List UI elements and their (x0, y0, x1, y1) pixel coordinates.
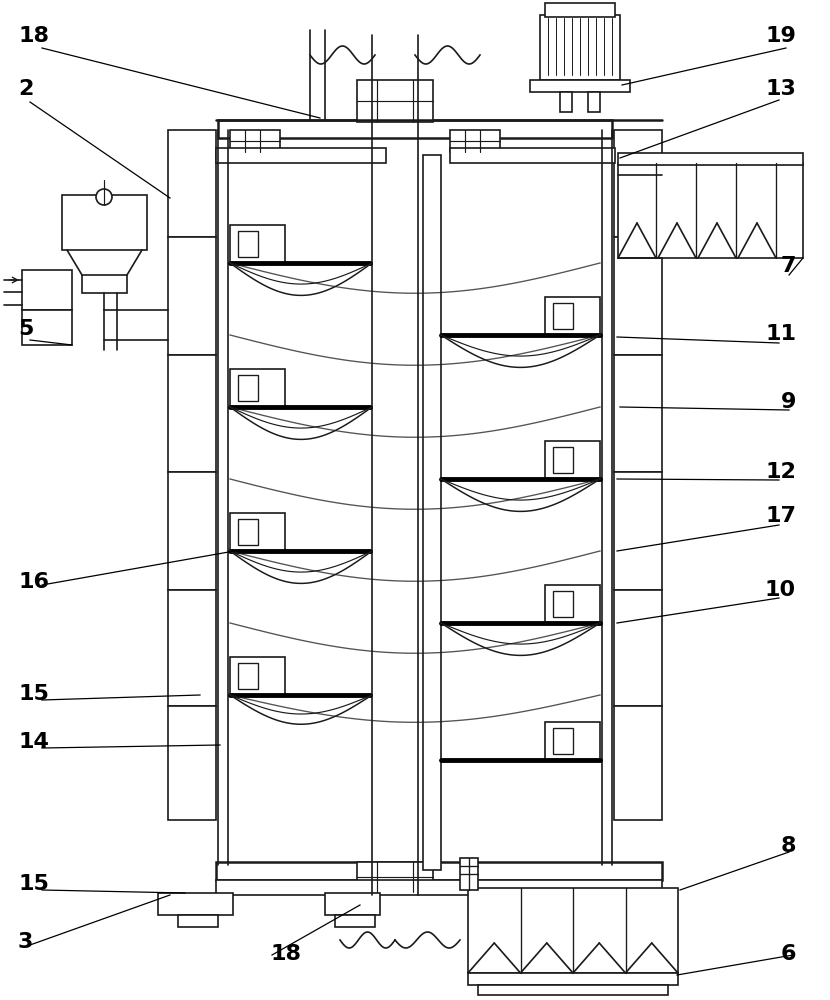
Text: 18: 18 (270, 944, 301, 964)
Text: 8: 8 (780, 836, 796, 856)
Bar (553, 303, 573, 329)
Bar (168, 130, 216, 237)
Bar (545, 3, 615, 17)
Bar (216, 880, 662, 895)
Bar (158, 893, 233, 915)
Bar (216, 862, 662, 880)
Bar (460, 858, 478, 890)
Bar (614, 355, 662, 472)
Text: 13: 13 (765, 79, 796, 99)
Bar (168, 355, 216, 472)
Bar (230, 225, 285, 263)
Text: 17: 17 (765, 506, 796, 526)
Bar (357, 80, 433, 122)
Text: 7: 7 (780, 256, 796, 276)
Text: 12: 12 (765, 462, 796, 482)
Bar (230, 130, 280, 152)
Bar (423, 155, 441, 870)
Text: 11: 11 (765, 324, 796, 344)
Bar (478, 985, 668, 995)
Bar (614, 237, 662, 355)
Bar (614, 706, 662, 820)
Bar (22, 270, 72, 310)
Text: 2: 2 (18, 79, 33, 99)
Bar (238, 231, 258, 257)
Bar (178, 915, 218, 927)
Bar (540, 15, 620, 80)
Bar (218, 120, 612, 138)
Bar (450, 148, 615, 163)
Bar (530, 80, 630, 92)
Bar (168, 472, 216, 590)
Bar (545, 297, 600, 335)
Bar (168, 706, 216, 820)
Text: 3: 3 (18, 932, 33, 952)
Bar (468, 888, 678, 973)
Bar (614, 130, 662, 237)
Bar (230, 513, 285, 551)
Bar (588, 92, 600, 112)
Bar (230, 657, 285, 695)
Bar (545, 722, 600, 760)
Bar (553, 591, 573, 617)
Bar (168, 237, 216, 355)
Bar (614, 590, 662, 706)
Bar (230, 369, 285, 407)
Bar (468, 973, 678, 985)
Text: 10: 10 (765, 580, 796, 600)
Bar (553, 447, 573, 473)
Circle shape (96, 189, 112, 205)
Bar (450, 130, 500, 152)
Bar (357, 862, 433, 892)
Bar (560, 92, 572, 112)
Bar (618, 153, 803, 165)
Bar (238, 519, 258, 545)
Text: 9: 9 (781, 392, 796, 412)
Text: 15: 15 (18, 874, 49, 894)
Text: 19: 19 (765, 26, 796, 46)
Bar (553, 728, 573, 754)
Text: 14: 14 (18, 732, 49, 752)
Bar (168, 590, 216, 706)
Bar (62, 195, 147, 250)
Text: 5: 5 (18, 319, 33, 339)
Bar (238, 375, 258, 401)
Bar (545, 441, 600, 479)
Bar (325, 893, 380, 915)
Bar (22, 310, 72, 345)
Bar (618, 163, 803, 258)
Bar (614, 472, 662, 590)
Bar (216, 148, 386, 163)
Bar (335, 915, 375, 927)
Text: 18: 18 (18, 26, 49, 46)
Bar (82, 275, 127, 293)
Bar (545, 585, 600, 623)
Text: 16: 16 (18, 572, 49, 592)
Text: 6: 6 (780, 944, 796, 964)
Bar (238, 663, 258, 689)
Text: 15: 15 (18, 684, 49, 704)
